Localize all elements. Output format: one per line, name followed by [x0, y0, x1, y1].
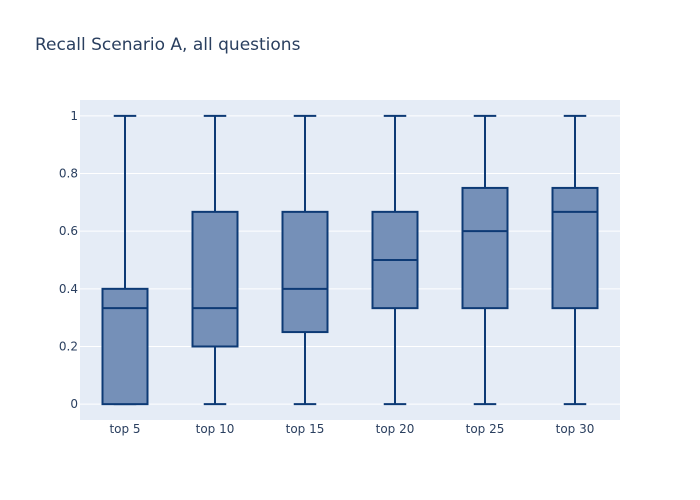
y-tick-label: 0.2 — [59, 339, 78, 353]
y-axis-ticks: 0 0.2 0.4 0.6 0.8 1 — [59, 109, 78, 411]
y-tick-label: 0.8 — [59, 167, 78, 181]
y-tick-label: 0.4 — [59, 282, 78, 296]
box-top-10[interactable] — [191, 114, 239, 406]
x-axis-ticks: top 5 top 10 top 15 top 20 top 25 top 30 — [109, 422, 594, 436]
iqr-box — [191, 210, 239, 348]
box-top-25[interactable] — [461, 114, 509, 406]
grid-lines — [80, 115, 620, 405]
iqr-box — [461, 186, 509, 310]
x-tick-label: top 20 — [376, 422, 415, 436]
x-tick-label: top 25 — [466, 422, 505, 436]
plot-area — [80, 100, 620, 420]
box-top-30[interactable] — [551, 114, 599, 406]
y-tick-label: 0.6 — [59, 224, 78, 238]
iqr-box — [551, 186, 599, 310]
box-top-20[interactable] — [371, 114, 419, 406]
y-tick-label: 0 — [70, 397, 78, 411]
x-tick-label: top 10 — [196, 422, 235, 436]
x-tick-label: top 30 — [556, 422, 595, 436]
box-top-15[interactable] — [281, 114, 329, 406]
y-tick-label: 1 — [70, 109, 78, 123]
box-top-5[interactable] — [101, 114, 149, 406]
x-tick-label: top 5 — [109, 422, 140, 436]
boxes-layer — [101, 114, 599, 406]
chart-title: Recall Scenario A, all questions — [35, 35, 301, 55]
iqr-box — [101, 287, 149, 406]
x-tick-label: top 15 — [286, 422, 325, 436]
iqr-box — [281, 210, 329, 334]
